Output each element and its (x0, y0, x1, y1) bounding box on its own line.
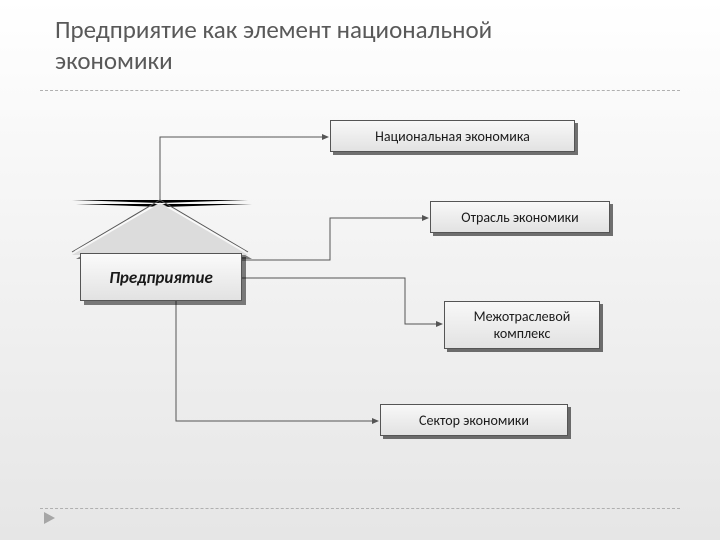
node-branch: Отрасль экономики (430, 201, 610, 233)
enterprise-label: Предприятие (109, 267, 213, 288)
node-national: Национальная экономика (330, 120, 575, 152)
node-sector-label: Сектор экономики (419, 412, 529, 429)
node-complex: Межотраслевой комплекс (444, 301, 600, 349)
top-separator (40, 90, 680, 91)
page-title: Предприятие как элемент национальной эко… (55, 14, 615, 77)
enterprise-node: Предприятие (80, 253, 242, 301)
house-roof (72, 200, 248, 255)
slide-bullet-icon (44, 512, 55, 524)
bottom-separator (40, 508, 680, 509)
node-complex-label: Межотраслевой комплекс (451, 308, 593, 342)
node-branch-label: Отрасль экономики (461, 209, 578, 226)
node-national-label: Национальная экономика (375, 128, 530, 145)
node-sector: Сектор экономики (380, 404, 568, 436)
